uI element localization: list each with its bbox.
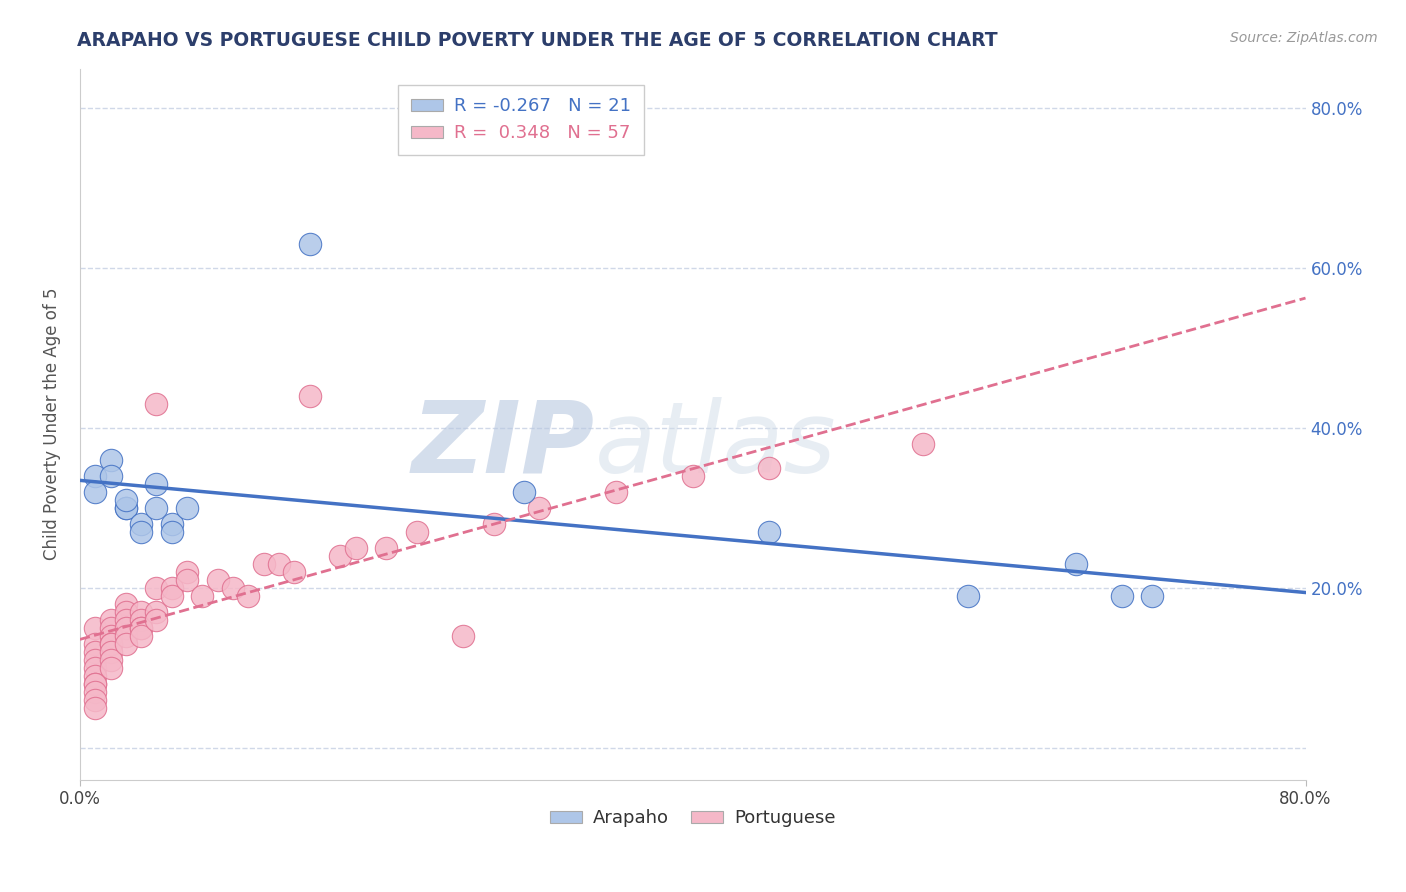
Legend: Arapaho, Portuguese: Arapaho, Portuguese [543, 802, 842, 835]
Point [758, 524, 780, 539]
Y-axis label: Child Poverty Under the Age of 5: Child Poverty Under the Age of 5 [44, 288, 60, 560]
Point [84, 621, 107, 635]
Point [298, 237, 321, 252]
Point [207, 573, 229, 587]
Point [238, 589, 260, 603]
Point [145, 500, 167, 515]
Point [114, 500, 136, 515]
Point [114, 597, 136, 611]
Point [145, 477, 167, 491]
Point [344, 541, 367, 555]
Point [160, 581, 183, 595]
Point [129, 613, 152, 627]
Point [1111, 589, 1133, 603]
Point [145, 605, 167, 619]
Point [129, 621, 152, 635]
Point [114, 613, 136, 627]
Point [114, 493, 136, 508]
Point [100, 637, 122, 651]
Point [482, 516, 505, 531]
Point [114, 621, 136, 635]
Point [100, 653, 122, 667]
Point [84, 645, 107, 659]
Point [100, 661, 122, 675]
Point [84, 485, 107, 500]
Point [176, 565, 198, 579]
Point [145, 581, 167, 595]
Point [84, 469, 107, 483]
Point [1064, 557, 1087, 571]
Point [129, 516, 152, 531]
Point [145, 613, 167, 627]
Point [283, 565, 305, 579]
Point [176, 500, 198, 515]
Point [682, 469, 704, 483]
Point [84, 637, 107, 651]
Point [957, 589, 980, 603]
Point [160, 516, 183, 531]
Point [222, 581, 245, 595]
Point [267, 557, 290, 571]
Point [100, 637, 122, 651]
Point [160, 589, 183, 603]
Point [100, 469, 122, 483]
Point [513, 485, 536, 500]
Point [84, 661, 107, 675]
Point [114, 637, 136, 651]
Point [84, 677, 107, 691]
Point [100, 629, 122, 643]
Text: ZIP: ZIP [412, 397, 595, 494]
Point [191, 589, 214, 603]
Point [329, 549, 352, 563]
Point [253, 557, 276, 571]
Point [406, 524, 429, 539]
Point [84, 669, 107, 683]
Point [529, 500, 551, 515]
Point [176, 573, 198, 587]
Point [911, 437, 934, 451]
Point [84, 700, 107, 714]
Point [375, 541, 398, 555]
Point [129, 524, 152, 539]
Point [114, 605, 136, 619]
Text: ARAPAHO VS PORTUGUESE CHILD POVERTY UNDER THE AGE OF 5 CORRELATION CHART: ARAPAHO VS PORTUGUESE CHILD POVERTY UNDE… [77, 31, 998, 50]
Point [1142, 589, 1164, 603]
Point [84, 692, 107, 706]
Point [129, 605, 152, 619]
Point [100, 621, 122, 635]
Text: atlas: atlas [595, 397, 837, 494]
Point [84, 677, 107, 691]
Point [129, 629, 152, 643]
Point [114, 629, 136, 643]
Point [84, 653, 107, 667]
Point [84, 684, 107, 698]
Point [129, 621, 152, 635]
Point [100, 613, 122, 627]
Point [298, 389, 321, 403]
Point [145, 397, 167, 411]
Point [451, 629, 474, 643]
Point [605, 485, 627, 500]
Text: Source: ZipAtlas.com: Source: ZipAtlas.com [1230, 31, 1378, 45]
Point [758, 461, 780, 475]
Point [100, 645, 122, 659]
Point [100, 453, 122, 467]
Point [114, 500, 136, 515]
Point [160, 524, 183, 539]
